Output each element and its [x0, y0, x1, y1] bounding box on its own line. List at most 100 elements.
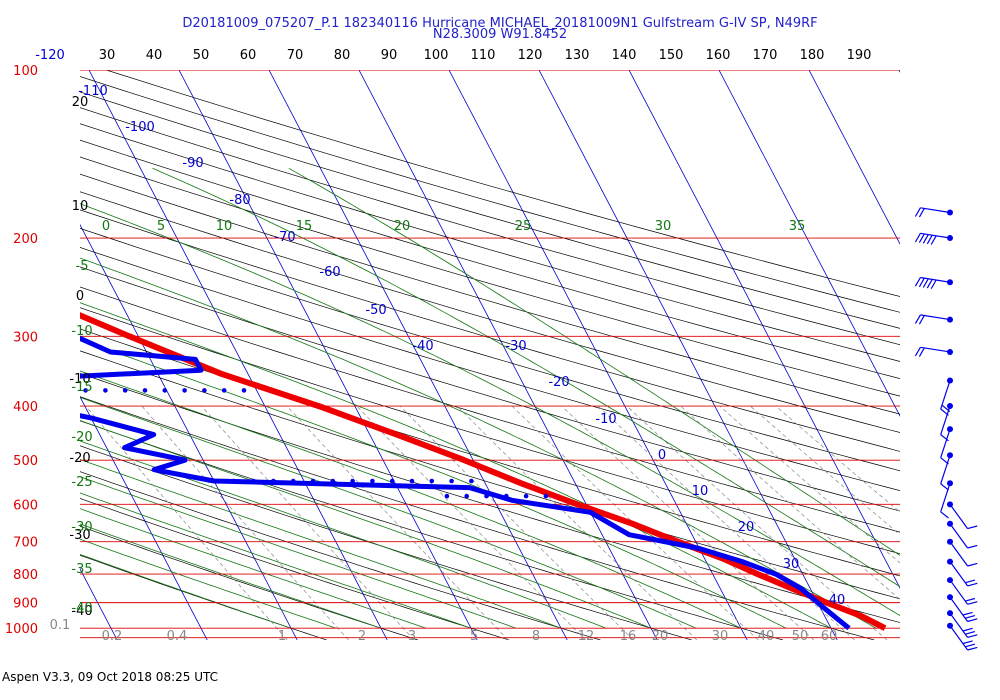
wind-barb-flag	[918, 315, 925, 325]
wind-barb	[947, 558, 978, 587]
mixing-ratio-label: 30	[712, 629, 729, 644]
dry-adiabat-line	[106, 70, 900, 297]
moist-adiabat-label: -10	[71, 324, 92, 339]
moist-adiabat-line	[80, 492, 472, 629]
software-version-footer: Aspen V3.3, 09 Oct 2018 08:25 UTC	[2, 670, 218, 684]
isotherm-line	[808, 70, 900, 245]
wind-barb-flag	[967, 634, 978, 638]
dry-adiabat-line	[80, 420, 784, 640]
isotherm-label: -100	[125, 120, 155, 135]
wind-barb	[940, 377, 953, 416]
wind-barb-flag	[965, 579, 976, 584]
mixing-ratio-label: 16	[620, 629, 637, 644]
moist-adiabat-line	[80, 370, 742, 629]
top-axis-tick: 90	[381, 48, 398, 63]
moist-adiabat-line	[80, 257, 877, 629]
wind-barb-flag	[918, 233, 925, 243]
isotherm-line	[358, 70, 658, 640]
wind-barb-staff	[949, 561, 969, 587]
mixing-ratio-line	[456, 405, 698, 640]
moist-adiabat-line	[80, 523, 382, 629]
wind-barb-flag	[922, 278, 929, 288]
mixing-ratio-label: 0.4	[167, 629, 188, 644]
dry-adiabat-line	[80, 227, 900, 472]
pressure-label: 500	[13, 454, 38, 469]
wind-barb-flag	[926, 234, 933, 245]
wind-barb	[947, 594, 978, 623]
dry-adiabat-line	[80, 350, 900, 600]
dewpoint-point	[389, 478, 395, 484]
wind-barb	[914, 346, 953, 357]
wind-barb	[947, 610, 978, 638]
moist-adiabat-line	[80, 339, 787, 629]
wind-barb-staff	[920, 346, 951, 353]
dry-adiabat-line	[80, 286, 900, 533]
moist-adiabat-label: -20	[71, 430, 92, 445]
dry-adiabat-line	[80, 107, 900, 346]
wind-barb-flag	[965, 597, 976, 602]
dewpoint-point	[409, 478, 415, 484]
mixing-ratio-line	[141, 405, 349, 640]
moist-adiabat-line	[80, 553, 292, 629]
top-axis-tick: 70	[287, 48, 304, 63]
dry-adiabat-label: -40	[71, 604, 92, 619]
wind-barb	[947, 622, 978, 651]
moist-adiabat-label: -40	[71, 601, 92, 616]
dewpoint-point	[504, 493, 509, 499]
wind-barb-flag	[922, 234, 929, 244]
top-axis-tick: 150	[659, 48, 684, 63]
isotherm-label: -50	[365, 303, 386, 318]
dewpoint-point	[231, 478, 237, 484]
wind-barb	[914, 276, 953, 289]
moist-adiabat-line	[80, 397, 697, 629]
dewpoint-point	[44, 388, 49, 393]
dewpoint-point	[350, 478, 355, 484]
pressure-label: 200	[13, 232, 38, 247]
isotherm-label: 20	[738, 520, 755, 535]
top-axis-tick: 50	[193, 48, 210, 63]
wind-barb-staff	[920, 207, 951, 214]
dewpoint-point	[444, 493, 450, 499]
wind-barb	[914, 207, 953, 218]
dewpoint-point	[330, 478, 336, 484]
wind-barb-staff	[940, 483, 951, 512]
top-axis-tick: 110	[471, 48, 496, 63]
dewpoint-point	[221, 388, 227, 393]
wind-barb-flag	[918, 347, 925, 357]
top-axis-tick: 30	[99, 48, 116, 63]
pressure-label: 600	[13, 498, 38, 513]
dewpoint-point	[142, 388, 148, 393]
wind-barb-flag	[914, 207, 921, 217]
wind-barb-flag	[962, 640, 973, 645]
top-axis-tick: 170	[753, 48, 778, 63]
chart-subtitle: N28.3009 W91.8452	[432, 27, 568, 42]
dry-adiabat-line	[80, 396, 875, 640]
wind-barb-flag	[940, 511, 949, 519]
moist-adiabat-label: 35	[789, 219, 806, 234]
wind-barb	[947, 577, 978, 605]
wind-barb-flag	[914, 346, 921, 357]
dry-adiabat-label: 20	[72, 95, 89, 110]
dewpoint-point	[211, 478, 217, 484]
isotherm-line	[80, 396, 208, 640]
moist-adiabat-line	[80, 459, 562, 629]
wind-barb-flag	[914, 277, 921, 287]
dry-adiabat-label: -30	[69, 528, 90, 543]
wind-barb-flag	[918, 277, 925, 288]
mixing-ratio-label: 12	[578, 629, 595, 644]
mixing-ratio-line	[750, 405, 900, 536]
wind-barb	[940, 480, 953, 519]
dry-adiabat-line	[80, 76, 900, 313]
mixing-ratio-label: 40	[758, 629, 775, 644]
top-axis-tick: 140	[612, 48, 637, 63]
wind-barb-flag	[926, 279, 933, 289]
pressure-label: 1000	[5, 622, 38, 637]
wind-barb-staff	[949, 523, 969, 549]
dewpoint-point	[64, 388, 69, 393]
pressure-label: 800	[13, 568, 38, 583]
dry-adiabat-line	[80, 191, 900, 433]
top-axis-tick: 160	[706, 48, 731, 63]
wind-barb	[940, 403, 953, 442]
dewpoint-point	[469, 478, 474, 484]
